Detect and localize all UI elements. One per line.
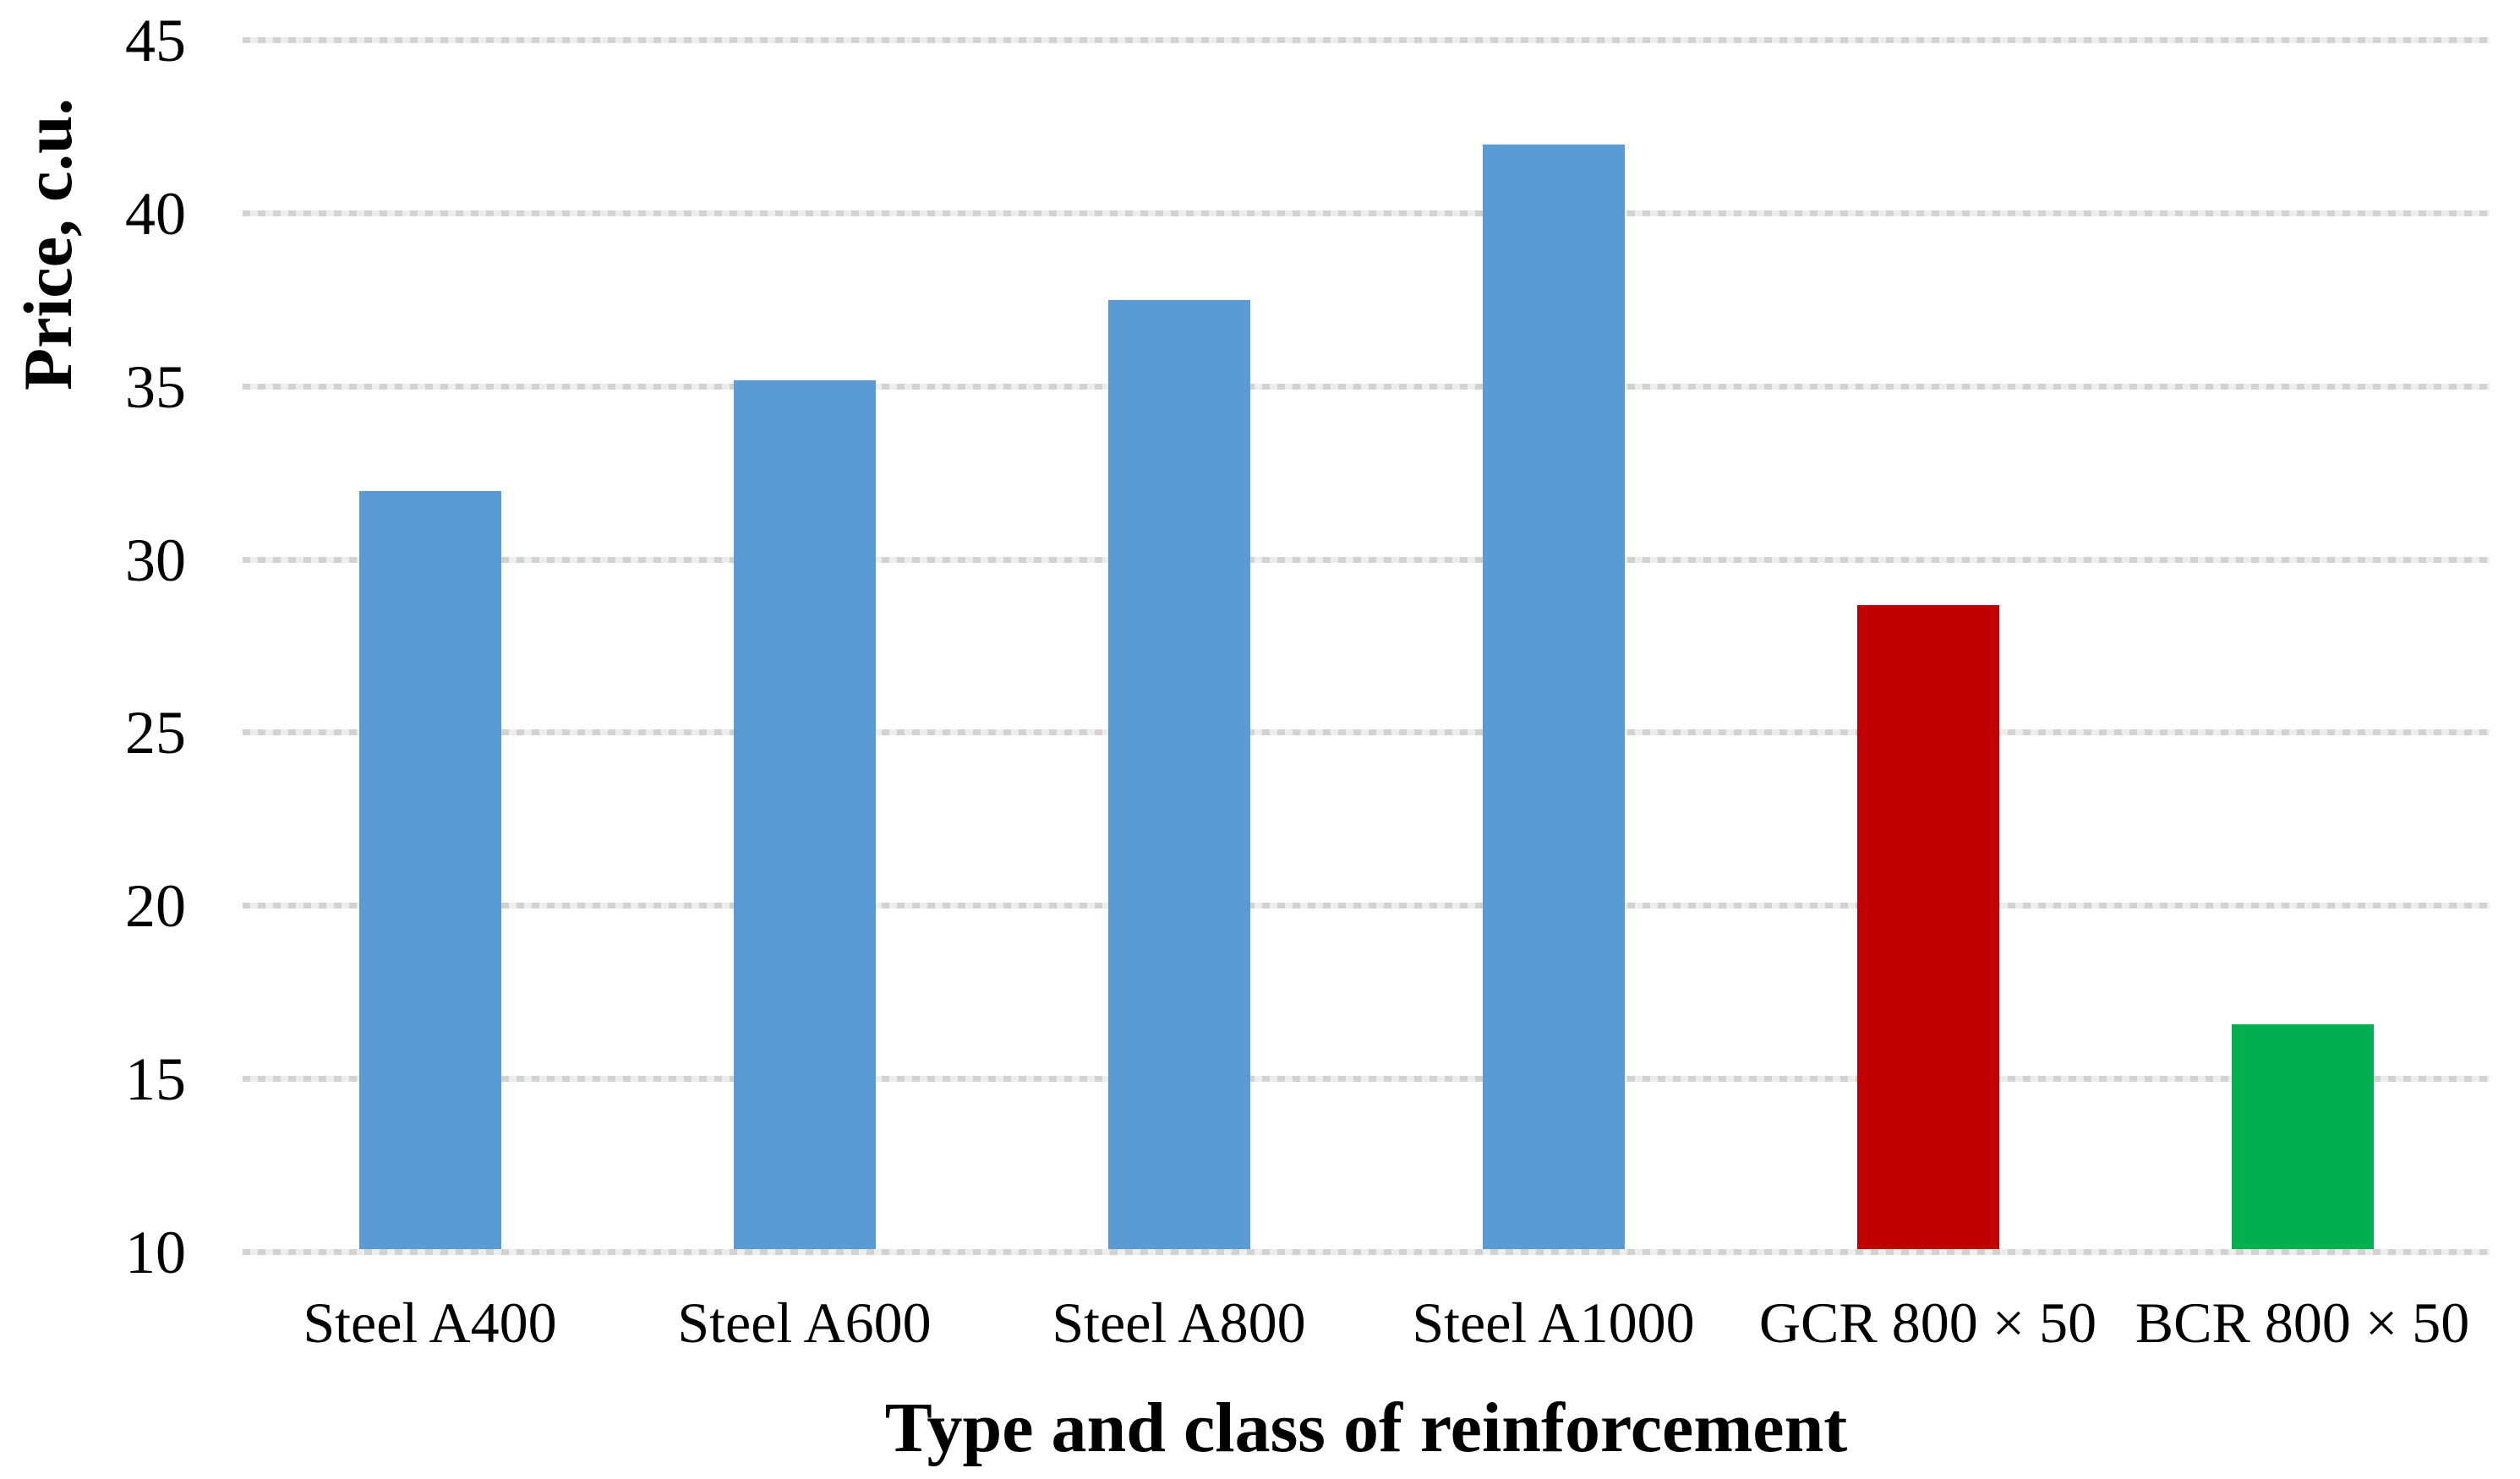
gridline-y-10 [243,1249,2490,1255]
y-tick-label-25: 25 [125,699,186,767]
y-tick-label-45: 45 [125,7,186,74]
bar-steel-a400 [358,490,501,1249]
gridline-y-25 [243,729,2490,736]
y-tick-label-35: 35 [125,352,186,421]
y-tick-label-30: 30 [125,526,186,594]
y-tick-label-20: 20 [125,872,186,941]
y-tick-label-10: 10 [125,1219,186,1286]
bar-steel-a800 [1107,300,1250,1249]
x-category-label-bcr-800-50: BCR 800 × 50 [2135,1291,2470,1355]
y-axis-title: Price, c.u. [9,97,86,390]
bar-gcr-800-50 [1856,604,1999,1249]
gridline-y-15 [243,1076,2490,1083]
x-category-label-steel-a1000: Steel A1000 [1412,1291,1695,1355]
gridline-y-40 [243,210,2490,216]
x-category-label-steel-a600: Steel A600 [677,1291,932,1355]
x-axis-title: Type and class of reinforcement [884,1389,1848,1467]
x-category-label-gcr-800-50: GCR 800 × 50 [1758,1291,2097,1355]
gridline-y-30 [243,556,2490,563]
y-tick-label-15: 15 [125,1045,186,1114]
x-category-label-steel-a400: Steel A400 [303,1291,557,1355]
x-category-label-steel-a800: Steel A800 [1052,1291,1306,1355]
bar-bcr-800-50 [2231,1023,2374,1249]
bar-steel-a1000 [1482,145,1625,1249]
y-tick-label-40: 40 [125,179,186,248]
bar-steel-a600 [733,379,876,1249]
gridline-y-35 [243,383,2490,390]
gridline-y-20 [243,903,2490,909]
gridline-y-45 [243,37,2490,43]
